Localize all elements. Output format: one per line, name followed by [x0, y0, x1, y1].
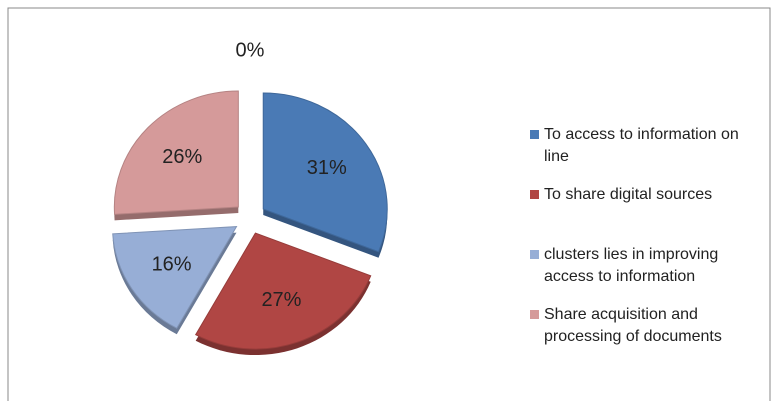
- slice: [194, 232, 372, 350]
- legend-entry: Share acquisition and processing of docu…: [528, 304, 768, 364]
- legend-swatch: [530, 130, 539, 139]
- legend-swatch: [530, 250, 539, 259]
- legend-swatch: [530, 310, 539, 319]
- legend-swatch: [530, 190, 539, 199]
- data-label: 0%: [236, 39, 265, 61]
- legend-entry: clusters lies in improving access to inf…: [528, 244, 768, 304]
- legend-label: Share acquisition and processing of docu…: [544, 306, 722, 345]
- legend-entry: To share digital sources: [528, 184, 768, 244]
- data-label: 26%: [162, 146, 202, 168]
- legend: To access to information on line To share…: [528, 124, 768, 364]
- data-label: 31%: [307, 157, 347, 179]
- legend-label: clusters lies in improving access to inf…: [544, 246, 719, 285]
- legend-label: To share digital sources: [544, 186, 713, 203]
- data-label: 27%: [261, 289, 301, 311]
- chart-border: [7, 7, 771, 401]
- data-label: 16%: [152, 253, 192, 275]
- legend-entry: To access to information on line: [528, 124, 768, 184]
- slice: [262, 92, 388, 253]
- slice: [112, 226, 238, 329]
- slice: [113, 90, 239, 215]
- legend-label: To access to information on line: [544, 126, 739, 165]
